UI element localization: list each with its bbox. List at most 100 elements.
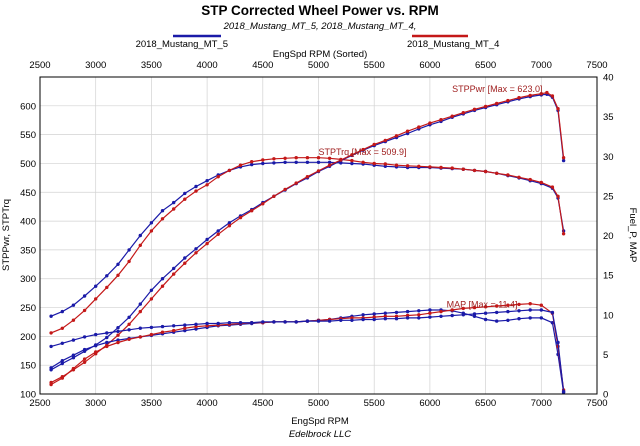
data-point	[450, 166, 454, 170]
data-point	[394, 310, 399, 315]
data-point	[550, 94, 555, 98]
data-point	[506, 318, 510, 322]
data-point	[49, 366, 53, 370]
data-point	[71, 366, 76, 371]
data-point	[517, 96, 521, 100]
data-point	[94, 344, 98, 348]
data-point	[183, 197, 187, 201]
x-tick-label-top: 3500	[141, 60, 162, 71]
data-point	[428, 308, 432, 312]
x-tick-label-bottom: 4500	[252, 398, 273, 409]
data-point	[172, 200, 176, 205]
y-right-tick-label: 15	[603, 271, 614, 282]
data-point	[327, 160, 332, 164]
data-point	[216, 321, 220, 326]
data-point	[82, 360, 87, 364]
y-right-tick-label: 25	[603, 191, 614, 202]
x-tick-label-bottom: 4000	[197, 398, 218, 409]
data-point	[472, 312, 477, 316]
data-point	[149, 325, 154, 330]
data-point	[405, 309, 410, 314]
data-point	[194, 247, 198, 251]
y-left-tick-label: 550	[20, 130, 36, 141]
data-point	[506, 303, 510, 307]
y-right-tick-label: 35	[603, 112, 614, 123]
data-point	[428, 121, 432, 125]
chart-subtitle: 2018_Mustang_MT_5, 2018_Mustang_MT_4,	[223, 21, 417, 32]
data-point	[272, 157, 276, 161]
data-point	[261, 161, 265, 166]
data-point	[495, 304, 499, 308]
data-point	[550, 310, 555, 315]
data-point	[405, 313, 410, 318]
chart-annotation: STPPwr [Max = 623.0]	[452, 84, 542, 94]
x-axis-bottom-label: EngSpd RPM	[291, 416, 349, 427]
data-point	[183, 261, 187, 265]
data-point	[71, 338, 76, 342]
data-point	[138, 302, 142, 306]
data-point	[361, 147, 365, 152]
data-point	[250, 162, 254, 167]
data-point	[116, 338, 120, 342]
data-point	[71, 356, 76, 360]
data-point	[49, 344, 53, 349]
data-point	[138, 309, 142, 314]
data-point	[294, 160, 298, 164]
data-point	[94, 284, 98, 288]
data-point	[227, 321, 232, 325]
data-point	[495, 319, 499, 323]
series-fuel-p-series-1	[49, 308, 566, 394]
data-point	[183, 328, 187, 333]
series-stptrq-series-2	[49, 156, 566, 335]
data-point	[383, 162, 387, 166]
data-point	[417, 316, 421, 320]
data-point	[517, 317, 521, 321]
x-tick-label-top: 5500	[364, 60, 385, 71]
data-point	[350, 158, 354, 163]
data-point	[506, 98, 510, 103]
data-point	[472, 107, 477, 112]
data-point	[383, 311, 387, 315]
data-point	[405, 164, 410, 168]
data-point	[394, 314, 399, 318]
data-point	[439, 118, 443, 122]
data-point	[283, 156, 287, 160]
data-point	[127, 248, 131, 252]
y-left-tick-label: 250	[20, 303, 36, 314]
data-point	[183, 326, 187, 330]
data-point	[461, 306, 465, 311]
data-point	[60, 326, 64, 330]
data-point	[227, 168, 232, 173]
data-point	[294, 156, 298, 160]
data-point	[60, 359, 64, 363]
data-point	[506, 309, 510, 314]
data-point	[517, 309, 521, 313]
data-point	[172, 266, 176, 271]
y-left-tick-label: 450	[20, 188, 36, 199]
data-point	[138, 233, 142, 238]
data-point	[60, 341, 64, 345]
data-point	[316, 160, 321, 164]
data-point	[394, 317, 399, 321]
data-point	[172, 324, 176, 328]
data-point	[561, 156, 566, 160]
data-point	[49, 382, 53, 387]
x-tick-label-top: 3000	[85, 60, 106, 71]
data-point	[172, 272, 176, 276]
data-point	[372, 161, 376, 166]
data-point	[439, 314, 443, 318]
data-point	[439, 309, 443, 314]
x-tick-label-bottom: 7000	[531, 398, 552, 409]
data-point	[350, 161, 354, 166]
data-point	[216, 229, 220, 233]
data-point	[428, 165, 432, 169]
data-point	[350, 318, 354, 322]
data-point	[149, 288, 154, 292]
data-point	[316, 169, 321, 173]
data-point	[127, 322, 131, 326]
data-point	[60, 376, 64, 380]
data-point	[483, 169, 488, 174]
data-point	[539, 316, 543, 320]
data-point	[261, 320, 265, 324]
